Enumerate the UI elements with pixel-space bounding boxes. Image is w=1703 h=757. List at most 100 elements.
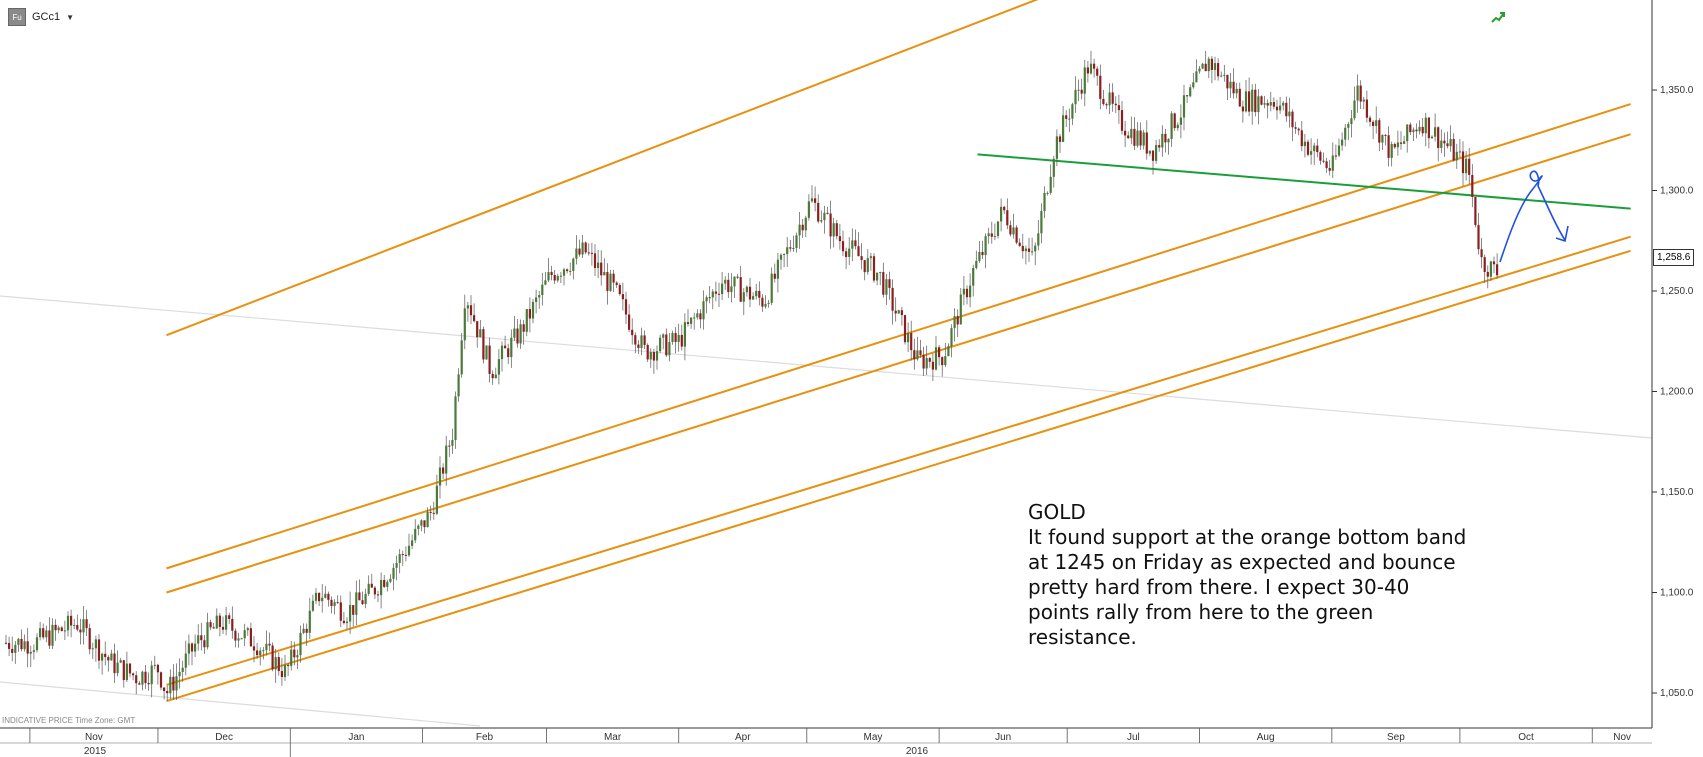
candle-body [640, 335, 643, 348]
candle-body [1031, 251, 1034, 253]
candle-body [885, 279, 888, 295]
candle-body [1409, 124, 1412, 133]
candle-body [1471, 174, 1474, 197]
candle-body [1024, 248, 1027, 252]
candle-body [299, 632, 302, 656]
candle-body [618, 284, 621, 295]
candle-body [265, 643, 268, 651]
candle-body [609, 273, 612, 291]
candle-body [66, 615, 70, 631]
candle-body [903, 315, 907, 343]
candle-body [392, 567, 395, 579]
candle-body [20, 638, 23, 650]
candle-body [1049, 176, 1052, 193]
candle-body [11, 648, 14, 653]
candle-body [748, 286, 752, 300]
candle-body [45, 630, 48, 638]
candle-body [1313, 145, 1316, 152]
candle-body [535, 297, 538, 302]
candle-body [1415, 129, 1418, 132]
candle-body [1148, 150, 1151, 154]
candle-body [993, 236, 996, 238]
channel-line [166, 0, 1039, 337]
candle-body [411, 540, 414, 546]
candle-body [246, 628, 249, 631]
candle-body [70, 615, 73, 626]
candle-body [156, 664, 159, 673]
candle-body [138, 683, 141, 685]
candle-body [1486, 271, 1489, 277]
candle-body [733, 276, 736, 287]
candle-body [1310, 151, 1313, 155]
candle-body [500, 345, 504, 360]
candle-body [621, 294, 624, 300]
candle-body [860, 256, 863, 261]
candle-body [724, 279, 727, 284]
candle-body [1387, 135, 1390, 158]
candle-body [355, 592, 358, 615]
candle-body [1325, 161, 1328, 169]
candle-body [466, 305, 469, 309]
candle-body [1328, 168, 1331, 171]
candle-body [187, 643, 190, 654]
instrument-type-badge[interactable]: Fu [8, 8, 26, 26]
candle-body [597, 262, 600, 269]
candle-body [900, 310, 903, 316]
candle-body [553, 275, 556, 281]
candle-body [1353, 100, 1356, 119]
candle-body [1235, 88, 1238, 94]
candle-body [891, 287, 894, 311]
candle-body [507, 348, 510, 358]
candle-body [872, 256, 876, 281]
candle-body [1474, 196, 1477, 226]
candle-body [221, 626, 225, 630]
candle-body [181, 667, 184, 672]
candle-body [612, 273, 615, 283]
candle-body [104, 653, 107, 658]
candle-body [674, 332, 677, 342]
candle-body [705, 297, 708, 302]
candle-body [445, 445, 448, 474]
candle-body [116, 662, 119, 674]
analysis-annotation: GOLD It found support at the orange bott… [1028, 500, 1468, 650]
candle-body [364, 593, 367, 605]
trend-arrow-icon[interactable] [1491, 10, 1505, 24]
candle-body [26, 641, 29, 654]
candle-body [975, 260, 978, 268]
candle-body [764, 303, 767, 307]
candle-body [203, 640, 206, 648]
candle-body [646, 344, 649, 360]
candle-body [752, 296, 755, 300]
candle-body [739, 277, 742, 302]
candle-body [1195, 71, 1198, 83]
candle-body [1099, 75, 1102, 99]
candle-body [457, 374, 460, 397]
candle-body [1089, 63, 1093, 74]
candle-body [1412, 129, 1415, 133]
candle-body [572, 258, 575, 271]
candle-body [845, 251, 848, 257]
candle-body [268, 643, 271, 646]
candle-body [680, 334, 683, 347]
candle-body [1496, 264, 1499, 276]
candle-body [1372, 121, 1375, 127]
candle-body [383, 579, 386, 587]
symbol-label[interactable]: GCc1 [32, 11, 61, 23]
candle-body [1381, 134, 1384, 143]
candle-body [426, 511, 429, 528]
candle-body [256, 650, 259, 656]
candle-body [953, 316, 956, 329]
candle-body [88, 628, 91, 650]
candle-body [404, 554, 407, 556]
candle-body [1365, 99, 1368, 118]
candle-body [907, 333, 910, 343]
candle-body [1378, 120, 1381, 143]
candle-body [981, 251, 984, 256]
annotation-title: GOLD [1028, 500, 1086, 524]
chart-header: Fu GCc1 ▼ [8, 8, 74, 26]
candle-body [1489, 261, 1492, 277]
candle-body [1139, 130, 1142, 146]
candle-body [1083, 67, 1086, 94]
candle-body [1127, 135, 1130, 139]
chevron-down-icon[interactable]: ▼ [66, 12, 75, 22]
